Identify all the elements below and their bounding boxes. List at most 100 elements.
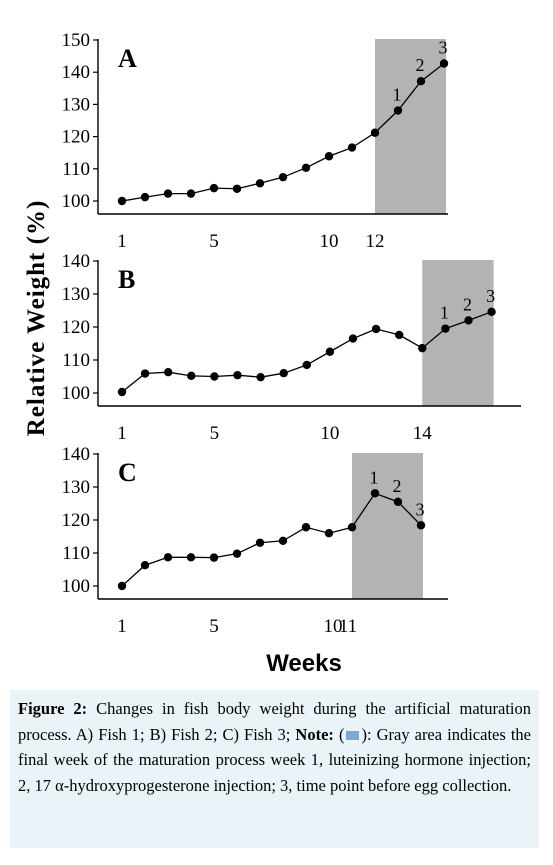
- data-point: [140, 192, 150, 202]
- x-tick-label: 14: [413, 423, 433, 444]
- data-point: [187, 371, 196, 381]
- point-label: 3: [439, 38, 448, 58]
- y-tick-label: 110: [62, 159, 90, 180]
- data-point: [324, 529, 334, 538]
- point-label: 2: [463, 294, 472, 314]
- data-point: [371, 324, 381, 334]
- x-tick-label: 12: [366, 231, 385, 252]
- shaded-area: [422, 260, 494, 406]
- x-axis-label: Weeks: [266, 650, 342, 677]
- data-point: [279, 369, 288, 378]
- y-tick-label: 140: [62, 251, 91, 272]
- data-point: [393, 106, 403, 115]
- data-point: [186, 553, 196, 562]
- point-label: 1: [370, 467, 379, 487]
- point-label: 3: [416, 499, 425, 519]
- data-point: [163, 553, 173, 562]
- data-point: [370, 489, 380, 498]
- caption-text-1: Changes in fish body weight during the a…: [18, 699, 532, 744]
- y-tick-label: 140: [62, 444, 91, 465]
- x-tick-label: 1: [117, 616, 127, 637]
- data-point: [255, 538, 265, 547]
- y-tick-label: 120: [62, 510, 91, 531]
- data-point: [278, 172, 288, 182]
- data-point: [464, 316, 473, 325]
- data-point: [232, 549, 242, 558]
- point-label: 1: [393, 85, 402, 105]
- figure-caption: Figure 2: Changes in fish body weight du…: [10, 690, 539, 848]
- caption-note-label: Note:: [295, 724, 334, 744]
- data-point: [416, 521, 426, 530]
- x-tick-label: 11: [339, 616, 357, 637]
- data-point: [233, 370, 242, 380]
- data-point: [416, 77, 426, 86]
- shaded-area: [352, 453, 423, 599]
- panel-letter: C: [118, 458, 137, 487]
- data-point: [393, 497, 403, 507]
- data-point: [347, 523, 357, 532]
- y-tick-label: 100: [62, 383, 91, 404]
- y-tick-label: 100: [62, 576, 91, 597]
- data-point: [256, 372, 265, 382]
- gray-area-legend-swatch: [346, 731, 360, 741]
- caption-text-open: (: [333, 724, 345, 744]
- y-tick-label: 110: [62, 543, 90, 564]
- caption-figure-label: Figure 2:: [18, 699, 88, 718]
- point-label: 1: [440, 303, 449, 323]
- data-point: [117, 387, 127, 397]
- x-tick-label: 10: [320, 231, 339, 252]
- data-point: [255, 179, 265, 188]
- data-point: [209, 553, 219, 562]
- data-point: [439, 59, 449, 68]
- point-label: 2: [416, 55, 425, 75]
- data-point: [347, 143, 357, 152]
- y-axis-label: Relative Weight (%): [23, 200, 50, 437]
- x-tick-label: 5: [209, 616, 219, 637]
- x-tick-label: 10: [324, 616, 343, 637]
- x-tick-label: 5: [210, 423, 220, 444]
- x-tick-label: 5: [209, 231, 219, 252]
- data-point: [186, 189, 196, 198]
- y-tick-label: 110: [62, 350, 90, 371]
- data-point: [301, 163, 311, 173]
- data-point: [395, 330, 404, 340]
- caption-text-2: ): Gray area indicates the final week of…: [18, 724, 531, 795]
- data-point: [302, 360, 311, 370]
- data-point: [140, 561, 150, 570]
- data-point: [324, 152, 334, 161]
- data-point: [164, 368, 173, 377]
- y-tick-label: 100: [62, 191, 91, 212]
- data-point: [348, 334, 358, 343]
- y-tick-label: 130: [62, 94, 91, 115]
- y-tick-label: 130: [62, 477, 91, 498]
- data-point: [117, 581, 127, 591]
- y-tick-label: 120: [62, 317, 91, 338]
- y-tick-label: 140: [62, 62, 91, 83]
- point-label: 3: [486, 286, 495, 306]
- data-point: [209, 183, 219, 193]
- point-label: 2: [393, 476, 402, 496]
- data-point: [325, 347, 335, 356]
- shaded-area: [375, 39, 446, 214]
- panel-letter: A: [118, 44, 137, 73]
- x-tick-label: 1: [117, 423, 127, 444]
- data-point: [210, 372, 219, 381]
- y-tick-label: 130: [62, 284, 91, 305]
- panel-letter: B: [118, 265, 135, 294]
- y-tick-label: 120: [62, 127, 91, 148]
- y-tick-label: 150: [62, 30, 91, 51]
- data-point: [441, 324, 450, 333]
- data-point: [418, 343, 427, 353]
- data-point: [370, 128, 380, 137]
- data-point: [117, 196, 127, 206]
- data-point: [140, 369, 150, 378]
- data-point: [163, 189, 173, 198]
- data-point: [301, 523, 311, 532]
- data-point: [232, 184, 242, 193]
- x-tick-label: 1: [117, 231, 127, 252]
